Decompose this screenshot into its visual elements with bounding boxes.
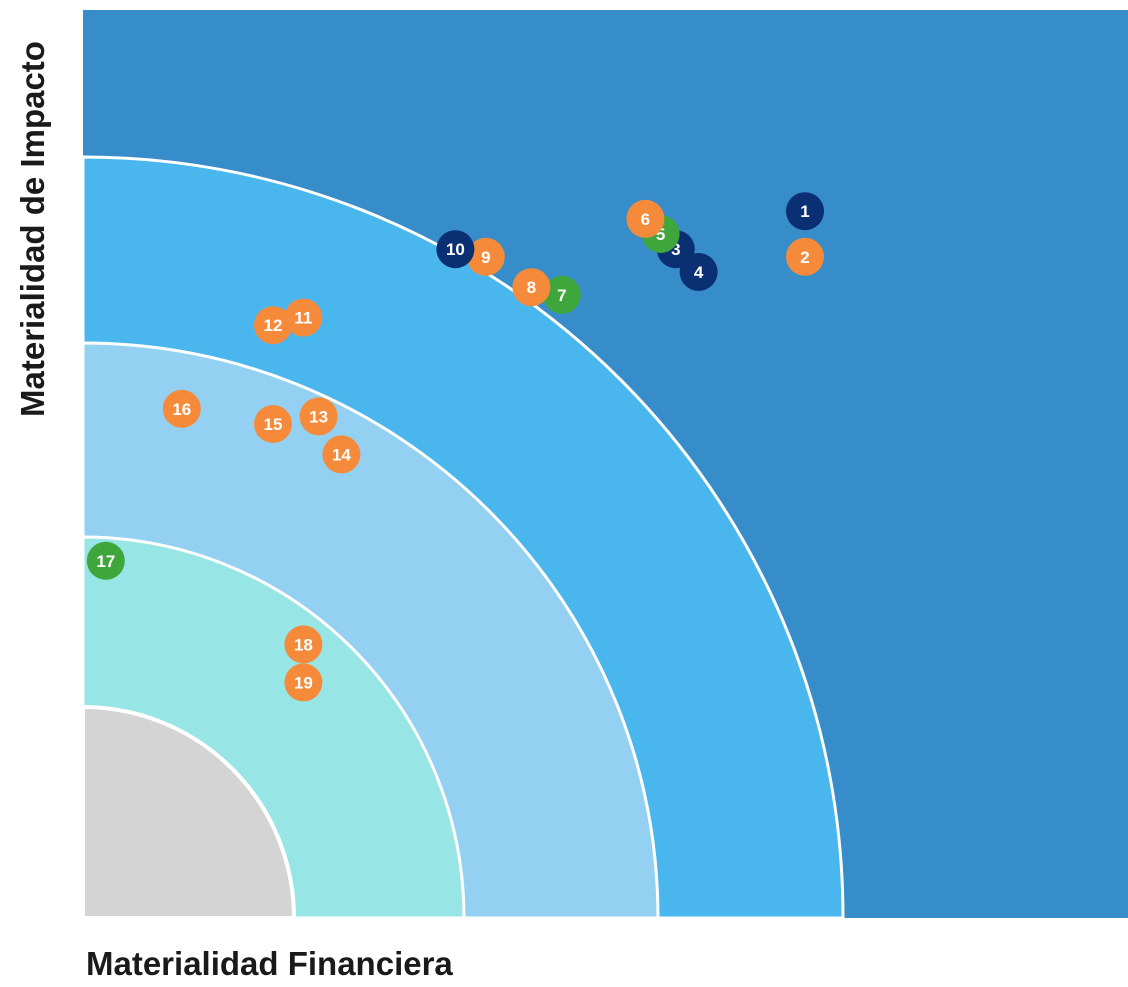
- data-point-marker: [436, 230, 475, 269]
- data-point: 9: [466, 237, 505, 276]
- data-point: 16: [162, 389, 201, 428]
- data-point: 8: [512, 268, 551, 307]
- data-point-label: 14: [332, 445, 351, 464]
- data-point: 17: [86, 541, 125, 580]
- data-point: 18: [284, 625, 323, 664]
- data-point: 6: [626, 199, 665, 238]
- data-point-label: 5: [656, 225, 665, 244]
- data-point-label: 2: [800, 248, 809, 267]
- data-point-marker: [254, 405, 292, 443]
- data-point-label: 7: [557, 286, 566, 305]
- data-point-marker: [322, 435, 361, 474]
- data-point: 15: [254, 405, 292, 443]
- data-point-marker: [679, 253, 718, 291]
- data-point-marker: [542, 275, 581, 314]
- data-point-marker: [284, 625, 323, 664]
- data-point-marker: [786, 192, 824, 231]
- data-point-marker: [466, 237, 505, 276]
- data-point: 12: [254, 306, 292, 345]
- data-point: 4: [679, 253, 718, 291]
- data-point-marker: [162, 389, 201, 428]
- x-axis-label: Materialidad Financiera: [86, 945, 453, 982]
- data-point-label: 6: [641, 210, 650, 229]
- data-point-label: 4: [694, 263, 704, 282]
- data-point-label: 17: [96, 552, 115, 571]
- y-axis-label-wrap: Materialidad de Impacto: [10, 4, 56, 454]
- data-point-label: 15: [264, 415, 283, 434]
- data-point-marker: [299, 397, 338, 436]
- data-point-label: 1: [800, 202, 809, 221]
- data-point-label: 12: [264, 316, 283, 335]
- data-point-marker: [284, 298, 323, 337]
- ring-core: [81, 704, 297, 920]
- data-point-label: 3: [671, 240, 680, 259]
- data-point-marker: [626, 199, 665, 238]
- data-point-label: 13: [309, 407, 328, 426]
- data-point: 7: [542, 275, 581, 314]
- data-point: 14: [322, 435, 361, 474]
- data-point-marker: [512, 268, 551, 307]
- data-point-label: 16: [172, 400, 191, 419]
- data-point-marker: [786, 237, 824, 276]
- data-point-marker: [86, 541, 125, 580]
- data-point: 11: [284, 298, 323, 337]
- data-point: 10: [436, 230, 475, 269]
- data-point-marker: [284, 663, 323, 702]
- data-point-label: 9: [481, 248, 490, 267]
- data-point: 2: [786, 237, 824, 276]
- data-point-label: 19: [294, 673, 313, 692]
- data-point-label: 8: [527, 278, 536, 297]
- data-point-label: 11: [294, 309, 312, 328]
- data-point-label: 10: [446, 240, 465, 259]
- y-axis-label: Materialidad de Impacto: [14, 41, 51, 417]
- data-point-label: 18: [294, 635, 313, 654]
- data-point: 1: [786, 192, 824, 231]
- data-point: 13: [299, 397, 338, 436]
- data-point-marker: [254, 306, 292, 345]
- data-point: 19: [284, 663, 323, 702]
